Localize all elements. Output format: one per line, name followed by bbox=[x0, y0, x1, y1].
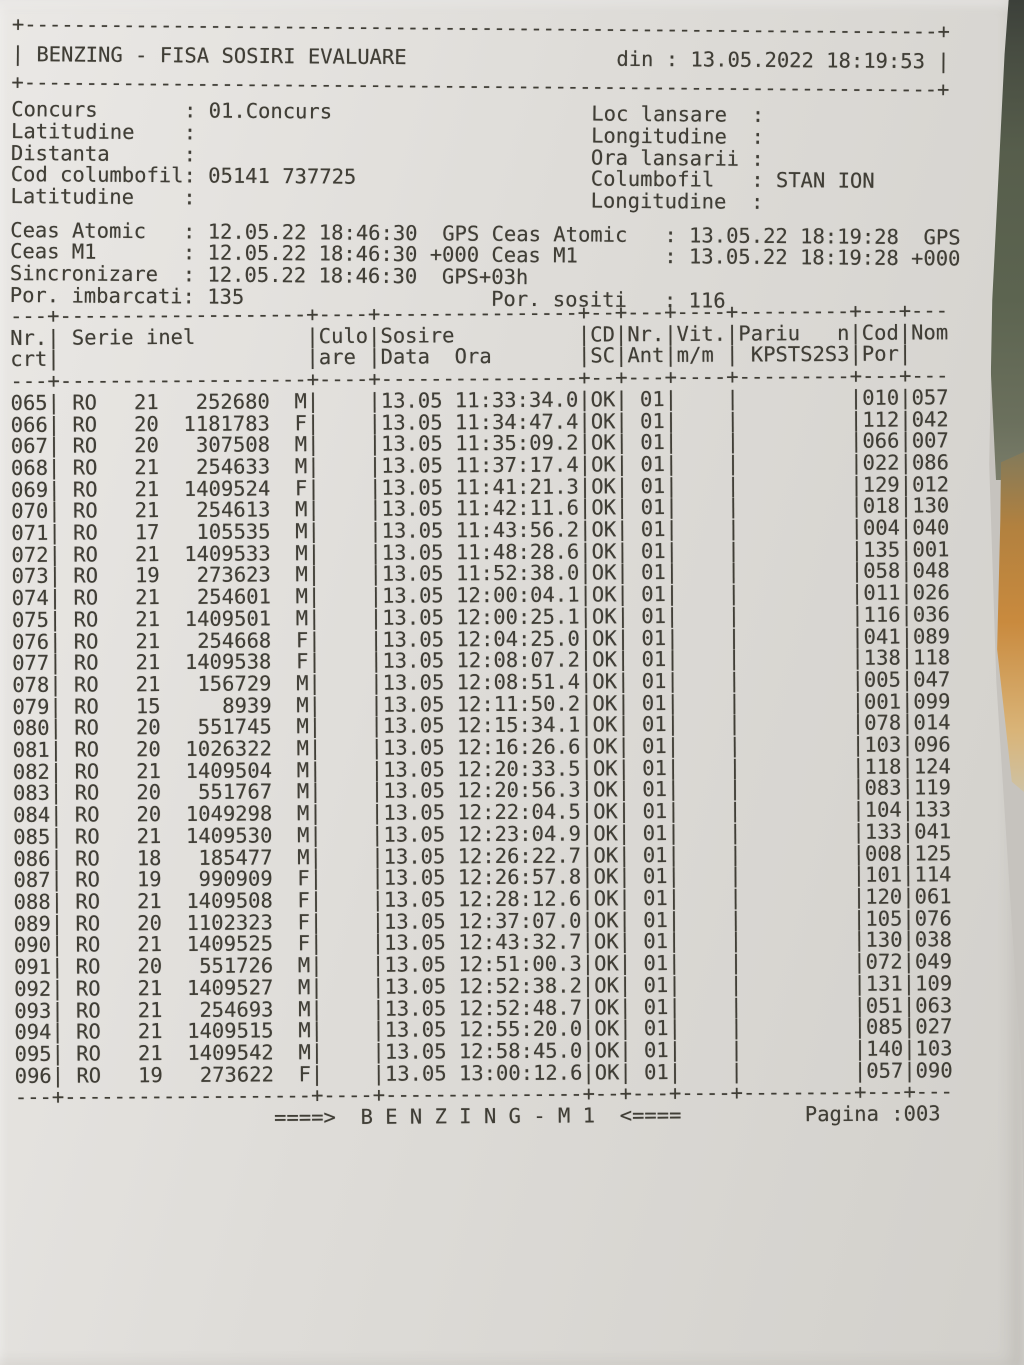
border-line: +---------------------------------------… bbox=[12, 14, 962, 43]
document-text: +---------------------------------------… bbox=[12, 14, 962, 1131]
arrivals-table: ---+--------------------+----+----------… bbox=[10, 301, 965, 1132]
footer-line: ====> B E N Z I N G - M 1 <==== Pagina :… bbox=[15, 1104, 965, 1132]
document-paper: +---------------------------------------… bbox=[0, 0, 1024, 1365]
table-rows: 065| RO 21 252680 M| |13.05 11:33:34.0|O… bbox=[11, 387, 966, 1087]
photo-scene: +---------------------------------------… bbox=[0, 0, 1024, 1365]
border-line: +---------------------------------------… bbox=[11, 72, 961, 101]
title-line: | BENZING - FISA SOSIRI EVALUARE din : 1… bbox=[12, 44, 962, 73]
document-header-block: +---------------------------------------… bbox=[10, 14, 963, 314]
